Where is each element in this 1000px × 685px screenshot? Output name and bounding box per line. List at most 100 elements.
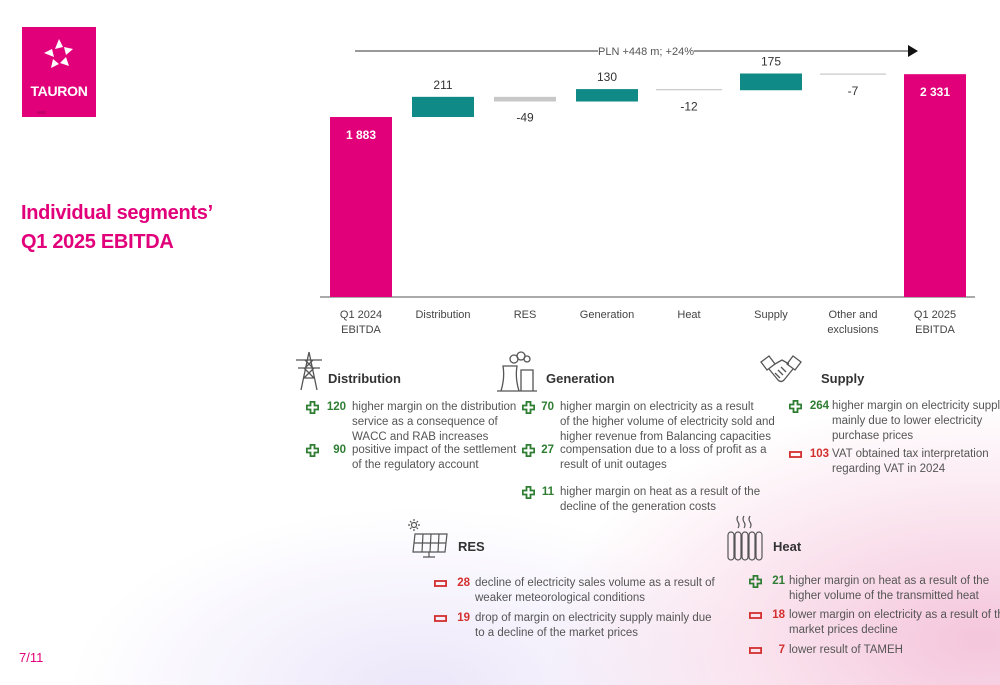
segment-item-text-line: market prices decline: [789, 624, 898, 636]
segment-item-text: VAT obtained tax interpretation regarding…: [832, 447, 989, 477]
segment-title-res: RES: [458, 539, 485, 554]
segment-item-text-line: decline of electricity sales volume as a…: [475, 577, 715, 589]
page-title-line1: Individual segments’: [21, 202, 213, 224]
segment-item-text: higher margin on electricity as a result…: [560, 400, 775, 445]
bar-4: [656, 89, 722, 91]
segment-item-text-line: service as a consequence of: [352, 416, 498, 428]
bar-5: [740, 73, 802, 91]
bar-1: [412, 96, 474, 117]
segment-item-text-line: to a decline of the market prices: [475, 627, 638, 639]
segment-item-text-line: drop of margin on electricity supply mai…: [475, 612, 712, 624]
segment-item-text-line: higher margin on heat as a result of the: [560, 486, 761, 498]
tauron-mark-icon: [44, 39, 73, 68]
segment-item-text-line: mainly due to lower electricity: [832, 415, 983, 427]
bar-6: [820, 73, 886, 75]
change-annotation-bg: [598, 43, 694, 59]
segment-item-value: 103: [809, 448, 829, 460]
segment-item-text-line: lower result of TAMEH: [789, 644, 903, 656]
segment-item-text: higher margin on the distribution service…: [352, 400, 516, 445]
segment-title-heat: Heat: [773, 539, 802, 554]
bar-2: [494, 96, 556, 102]
segment-title-distribution: Distribution: [328, 371, 401, 386]
bar-0: [330, 117, 392, 297]
segment-title-supply: Supply: [821, 371, 865, 386]
segment-item-value: 70: [541, 401, 554, 413]
power-plant-icon: [497, 351, 537, 392]
category-label-7-line2: EBITDA: [915, 324, 955, 336]
waterfall-category-labels: Q1 2024 EBITDA Distribution RES Generation He…: [340, 309, 956, 336]
tauron-logo: TAURON: [22, 27, 96, 117]
segment-item-text: compensation due to a loss of profit as …: [560, 443, 766, 473]
segment-item-text-line: regarding VAT in 2024: [832, 463, 946, 475]
segment-item-text-line: higher margin on the distribution: [352, 401, 517, 413]
category-label-1: Distribution: [415, 309, 470, 321]
plus-icon: [306, 444, 319, 457]
waterfall-bars: [330, 73, 966, 298]
segment-item-text-line: compensation due to a loss of profit as …: [560, 444, 767, 456]
segment-item-text-line: weaker meteorological conditions: [475, 592, 646, 604]
segment-item-text-line: of the higher volume of electricity sold…: [560, 416, 775, 428]
value-label-6: -7: [848, 84, 859, 98]
category-label-7: Q1 2025: [914, 309, 956, 321]
segment-item-value: 19: [457, 612, 470, 624]
power-pylon-icon: [296, 351, 322, 391]
segment-item-text-line: lower margin on electricity as a result …: [789, 609, 1000, 621]
segment-item-text-line: VAT obtained tax interpretation: [832, 448, 989, 460]
change-annotation: PLN +448 m; +24%: [598, 46, 694, 58]
solar-panel-icon: [408, 519, 448, 558]
radiator-icon: [727, 515, 763, 561]
category-label-6: Other and: [829, 309, 878, 321]
category-label-4: Heat: [677, 309, 700, 321]
waterfall-value-labels: 1 883 211 -49 130 -12 175 -7 2 331: [346, 55, 950, 142]
segment-item-value: 18: [772, 609, 785, 621]
minus-icon: [434, 580, 447, 587]
value-label-4: -12: [680, 100, 698, 114]
page-title: Individual segments’ Q1 2025 EBITDA: [21, 199, 213, 257]
segment-item-value: 7: [778, 644, 785, 656]
segment-item-text-line: higher margin on electricity supply: [832, 400, 1000, 412]
segment-item-text: lower result of TAMEH: [789, 643, 903, 658]
plus-icon: [749, 575, 762, 588]
segment-item-text: lower margin on electricity as a result …: [789, 608, 1000, 638]
plus-icon: [522, 401, 535, 414]
plus-icon: [306, 401, 319, 414]
segment-item-value: 11: [541, 486, 554, 498]
segment-item-text-line: purchase prices: [832, 430, 914, 442]
segment-item-value: 27: [541, 444, 554, 456]
segment-item-text: higher margin on heat as a result of the…: [560, 485, 760, 515]
segment-item-value: 264: [809, 400, 829, 412]
ebitda-waterfall-chart: PLN +448 m; +24% 1 883 211 -49 130 -12 175 -7 2…: [320, 43, 975, 336]
minus-icon: [749, 612, 762, 619]
value-label-3: 130: [597, 70, 617, 84]
segment-item-text-line: higher margin on heat as a result of the: [789, 575, 990, 587]
segment-item-text-line: higher margin on electricity as a result: [560, 401, 754, 413]
category-label-2: RES: [514, 309, 537, 321]
segment-item-text: higher margin on heat as a result of the…: [789, 574, 989, 604]
segment-item-value: 21: [772, 575, 785, 587]
category-label-0-line2: EBITDA: [341, 324, 381, 336]
category-label-5: Supply: [754, 309, 788, 321]
segment-item-value: 90: [333, 444, 346, 456]
category-label-6-line2: exclusions: [827, 324, 879, 336]
bar-3: [576, 89, 638, 102]
minus-icon: [789, 451, 802, 458]
logo-accent: [37, 111, 46, 114]
value-label-1: 211: [433, 78, 452, 92]
segment-title-generation: Generation: [546, 371, 615, 386]
segment-item-text: decline of electricity sales volume as a…: [475, 576, 715, 606]
segment-item-text: drop of margin on electricity supply mai…: [475, 611, 712, 641]
plus-icon: [522, 444, 535, 457]
segment-item-text-line: WACC and RAB increases: [352, 431, 489, 443]
page-number: 7/11: [19, 650, 44, 665]
page-title-line2: Q1 2025 EBITDA: [21, 231, 174, 253]
value-label-2: -49: [516, 111, 534, 125]
logo-text: TAURON: [30, 83, 88, 99]
category-label-3: Generation: [580, 309, 634, 321]
segment-item-text-line: positive impact of the settlement: [352, 444, 517, 456]
segment-item-text-line: of the regulatory account: [352, 459, 479, 471]
segment-item-text-line: result of unit outages: [560, 459, 667, 471]
minus-icon: [749, 647, 762, 654]
category-label-0: Q1 2024: [340, 309, 382, 321]
segment-item-text-line: higher volume of the transmitted heat: [789, 590, 979, 602]
